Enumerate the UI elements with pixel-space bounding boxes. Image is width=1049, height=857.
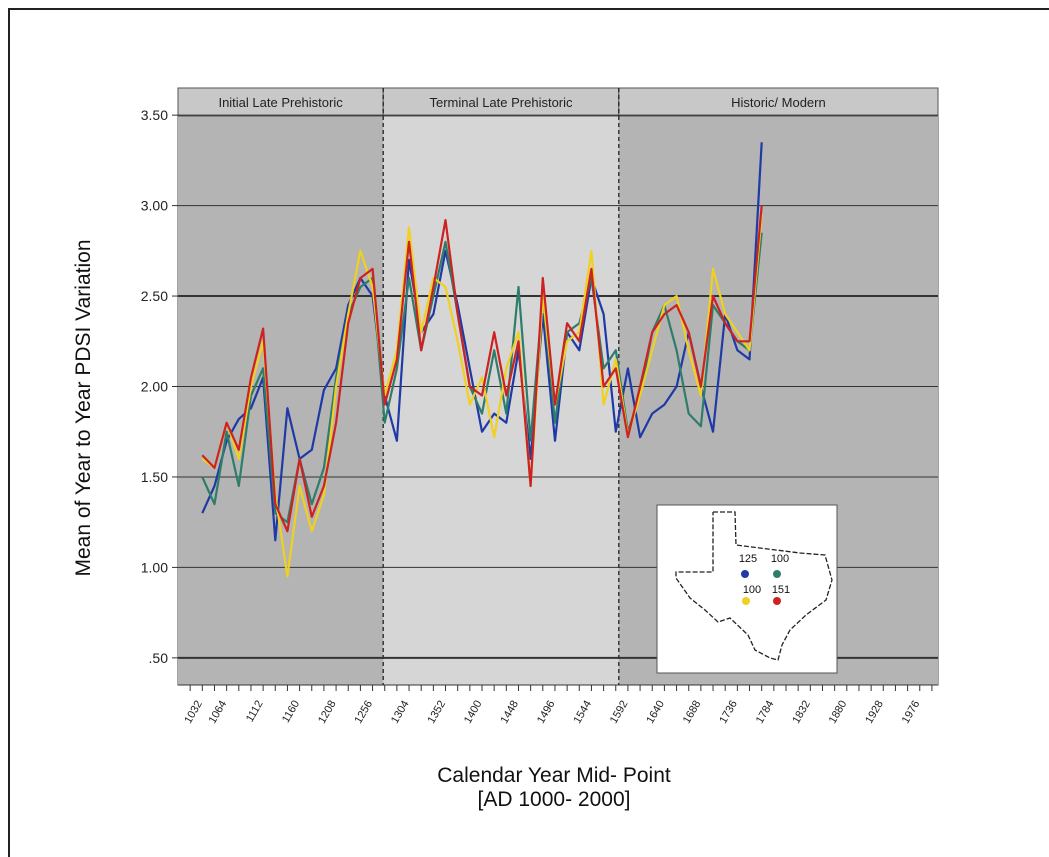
x-tick-label: 1640	[644, 699, 667, 726]
texas-outline	[675, 511, 833, 661]
x-tick-label: 1592	[608, 699, 631, 726]
y-tick-label: .50	[149, 650, 169, 666]
x-tick-label: 1496	[535, 699, 558, 726]
x-tick-label: 1832	[790, 699, 813, 726]
x-axis-label-line1: Calendar Year Mid- Point	[437, 764, 671, 787]
period-header	[382, 87, 620, 117]
figure-frame	[8, 8, 1049, 857]
series-line	[201, 214, 763, 578]
x-tick-label: 1880	[827, 699, 850, 726]
period-header	[618, 87, 939, 117]
x-tick-label: 1784	[754, 699, 777, 726]
x-tick-label: 1304	[389, 699, 412, 726]
inset-site-label: 100	[743, 584, 761, 596]
series-line	[201, 205, 763, 533]
y-tick-label: 2.50	[141, 288, 168, 304]
inset-site-marker	[773, 597, 781, 605]
y-axis-label: Mean of Year to Year PDSI Variation	[72, 239, 95, 577]
x-tick-label: 1928	[863, 699, 886, 726]
x-tick-label: 1032	[182, 699, 205, 726]
inset-site-marker	[773, 570, 781, 578]
x-tick-label: 1976	[900, 699, 923, 726]
x-axis-label: Calendar Year Mid- Point [AD 1000- 2000]	[437, 764, 670, 812]
x-tick-label: 1688	[681, 699, 704, 726]
y-tick-label: 1.00	[141, 559, 168, 575]
x-tick-label: 1352	[425, 699, 448, 726]
x-axis-label-line2: [AD 1000- 2000]	[477, 788, 631, 811]
inset-site-marker	[742, 597, 750, 605]
inset-site-marker	[741, 570, 749, 578]
inset-map	[656, 504, 838, 674]
x-tick-label: 1400	[462, 699, 485, 726]
inset-site-label: 100	[771, 553, 789, 565]
x-tick-label: 1544	[571, 699, 594, 726]
x-tick-label: 1736	[717, 699, 740, 726]
y-tick-label: 3.50	[141, 107, 168, 123]
y-tick-label: 1.50	[141, 469, 168, 485]
period-label: Historic/ Modern	[731, 95, 826, 110]
period-header	[177, 87, 384, 117]
inset-site-label: 151	[772, 584, 790, 596]
series-line	[201, 142, 763, 542]
x-tick-label: 1112	[244, 699, 266, 725]
y-tick-label: 3.00	[141, 198, 168, 214]
period-label: Terminal Late Prehistoric	[429, 95, 573, 110]
period-label: Initial Late Prehistoric	[218, 95, 343, 110]
x-tick-label: 1208	[316, 699, 339, 726]
x-tick-label: 1448	[498, 699, 521, 726]
y-tick-label: 2.00	[141, 379, 168, 395]
x-tick-label: 1160	[280, 699, 302, 725]
inset-site-label: 125	[739, 553, 757, 565]
x-tick-label: 1064	[207, 699, 230, 726]
x-tick-label: 1256	[353, 699, 376, 726]
